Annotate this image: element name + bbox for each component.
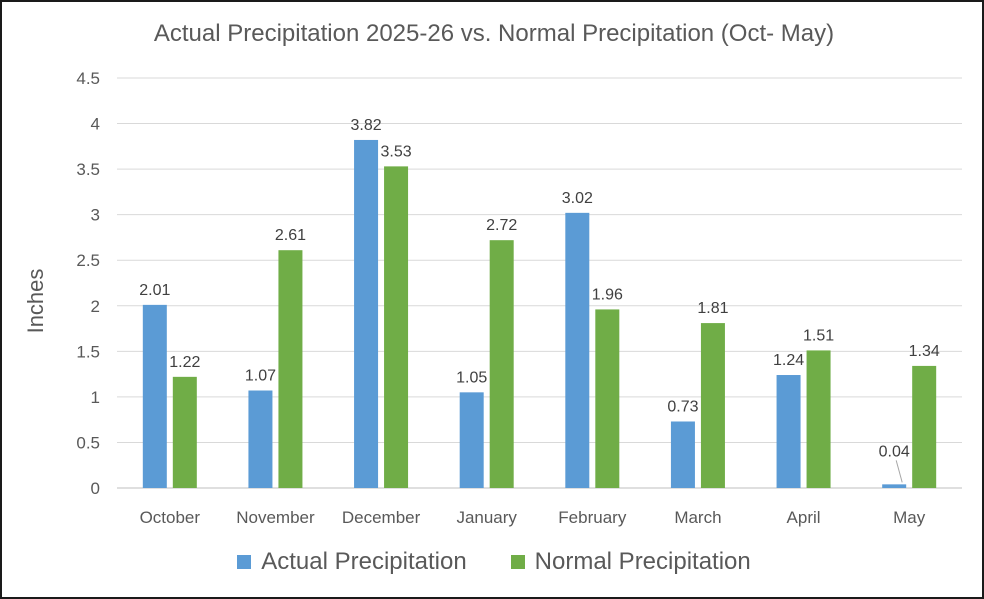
data-label-leader: [895, 460, 903, 483]
y-tick-label: 2.5: [76, 251, 100, 270]
bar-normal: [384, 166, 409, 488]
plot-area: 0 0.5 1 1.5 2 2.5 3 3.5 4 4.5 October 2.01 1.22 Novem…: [76, 69, 962, 527]
data-label-normal: 1.96: [592, 286, 623, 303]
data-label-actual: 2.01: [139, 282, 170, 299]
legend-swatch-normal: [510, 555, 525, 569]
bar-normal: [700, 323, 725, 488]
data-label-normal: 2.61: [275, 227, 306, 244]
x-tick-label: November: [236, 508, 315, 527]
y-tick-label: 4.5: [76, 69, 100, 88]
data-label-actual: 1.24: [773, 352, 804, 369]
bar-normal: [278, 250, 303, 488]
bar-normal: [595, 309, 620, 488]
bar-actual: [565, 212, 590, 488]
y-tick-label: 3: [91, 206, 100, 225]
x-tick-label: October: [140, 508, 201, 527]
data-label-actual: 3.02: [562, 190, 593, 207]
data-label-actual: 1.05: [456, 369, 487, 386]
y-tick-label: 0: [91, 479, 100, 498]
legend-label-actual: Actual Precipitation: [261, 548, 467, 575]
bar-normal: [806, 350, 831, 488]
bar-actual: [459, 392, 484, 488]
legend-label-normal: Normal Precipitation: [534, 548, 751, 575]
bar-normal: [172, 376, 197, 488]
y-tick-label: 2: [91, 297, 100, 316]
x-tick-label: February: [558, 508, 627, 527]
x-tick-label: April: [787, 508, 821, 527]
legend-item-normal: Normal Precipitation: [510, 548, 751, 576]
y-tick-label: 1.5: [76, 342, 100, 361]
y-tick-label: 4: [91, 115, 100, 134]
bar-actual: [776, 375, 801, 488]
x-tick-label: March: [674, 508, 721, 527]
bar-actual: [248, 390, 273, 488]
data-label-normal: 1.34: [909, 343, 940, 360]
x-tick-label: December: [342, 508, 421, 527]
bar-normal: [489, 240, 514, 488]
data-label-actual: 1.07: [245, 368, 276, 385]
bar-actual: [142, 304, 167, 488]
y-tick-label: 3.5: [76, 160, 100, 179]
x-tick-label: January: [456, 508, 517, 527]
bar-actual: [354, 139, 379, 488]
data-label-normal: 1.22: [169, 354, 200, 371]
bar-normal: [912, 365, 937, 488]
bar-actual: [670, 421, 695, 488]
data-label-normal: 1.81: [697, 300, 728, 317]
data-label-actual: 3.82: [350, 117, 381, 134]
data-label-normal: 3.53: [380, 143, 411, 160]
data-label-normal: 1.51: [803, 327, 834, 344]
chart-title: Actual Precipitation 2025-26 vs. Normal …: [153, 20, 835, 47]
bar-actual: [882, 484, 907, 488]
legend-item-actual: Actual Precipitation: [237, 548, 467, 576]
y-tick-label: 1: [91, 388, 100, 407]
legend-swatch-actual: [237, 555, 252, 569]
data-label-actual: 0.73: [667, 398, 698, 415]
y-tick-label: 0.5: [76, 433, 100, 452]
x-tick-label: May: [893, 508, 926, 527]
data-label-normal: 2.72: [486, 217, 517, 234]
legend: Actual Precipitation Normal Precipitatio…: [2, 548, 984, 576]
data-label-actual: 0.04: [879, 443, 910, 460]
